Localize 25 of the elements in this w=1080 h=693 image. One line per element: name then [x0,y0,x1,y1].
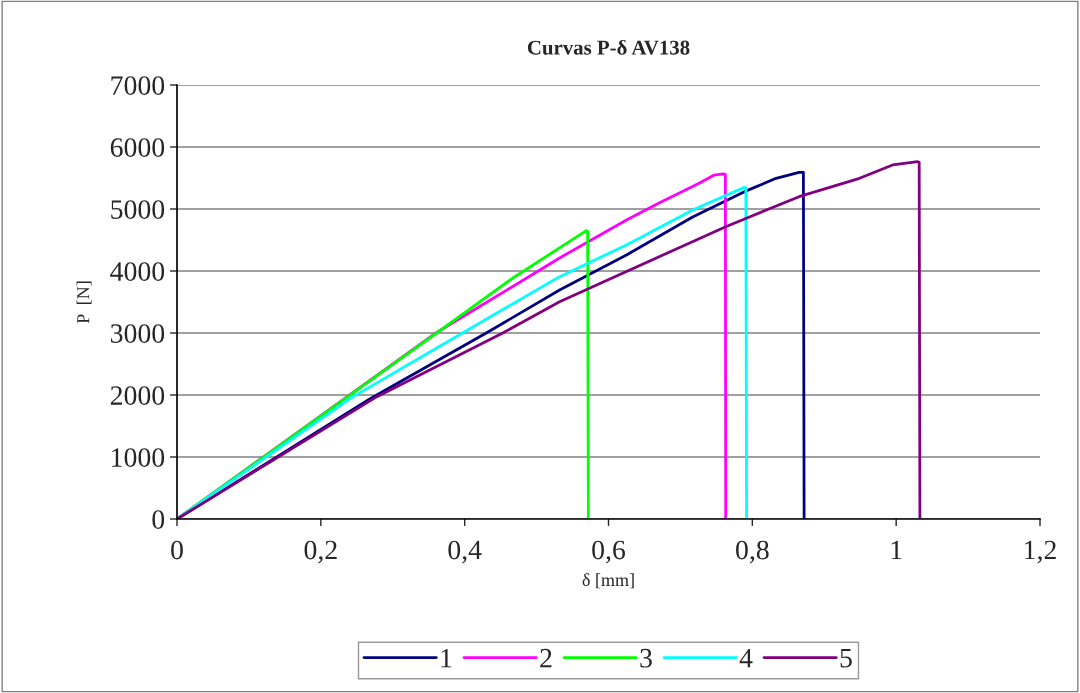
y-tick-label: 6000 [110,138,165,157]
line-series [177,160,922,519]
line-series [177,229,590,519]
x-tick-label: 0,6 [592,540,626,564]
y-tick-label: 7000 [111,76,165,95]
legend-label: 5 [840,649,852,668]
y-tick-label: 2000 [110,386,165,405]
y-tick-label: 1000 [112,448,165,467]
x-tick-label: 0,4 [448,540,482,564]
legend-label: 2 [540,648,552,668]
x-tick-label: 1 [891,540,902,560]
legend-label: 1 [441,648,452,668]
x-tick-label: 0,2 [304,540,337,564]
chart-title: Curvas P-δ AV138 [527,39,690,55]
legend-label: 4 [739,648,753,668]
x-tick-label: 0,8 [736,540,769,564]
y-tick-label: 3000 [110,324,165,343]
y-tick-label: 4000 [110,262,165,281]
y-tick-label: 5000 [111,200,165,219]
x-tick-label: 1,2 [1025,540,1056,564]
y-axis-title: P [N] [76,281,92,324]
y-tick-label: 0 [152,510,165,529]
legend-label: 3 [640,648,652,668]
x-axis-title: δ [mm] [582,573,634,589]
x-tick-label: 0 [171,540,183,560]
